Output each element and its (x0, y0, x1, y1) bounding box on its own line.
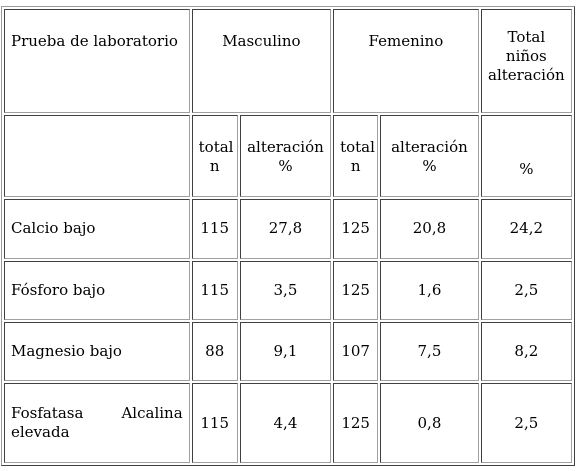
cell-test: Fósforo bajo (4, 260, 190, 320)
subheader-male-pct: alteración % (239, 115, 332, 198)
cell-male-pct: 4,4 (239, 383, 332, 463)
cell-male-n: 88 (191, 321, 238, 382)
cell-total-pct: 24,2 (480, 199, 572, 259)
cell-male-n: 115 (191, 199, 238, 259)
cell-male-pct: 3,5 (239, 260, 332, 320)
header-male-label: Masculino (222, 32, 301, 50)
subheader-female-n-line1: total (340, 138, 375, 157)
cell-female-pct: 0,8 (380, 383, 479, 463)
subheader-female-n-line2: n (350, 157, 361, 176)
cell-female-pct: 1,6 (380, 260, 479, 320)
cell-test-line1: Fosfatasa Alcalina (11, 404, 183, 423)
header-total-line3: alteración (488, 66, 565, 84)
table-row: Magnesio bajo 88 9,1 107 7,5 8,2 (4, 321, 572, 382)
cell-male-pct: 27,8 (239, 199, 332, 259)
header-test: Prueba de laboratorio (4, 9, 190, 114)
header-female-label: Femenino (368, 32, 444, 50)
cell-female-pct: 20,8 (380, 199, 479, 259)
header-test-label: Prueba de laboratorio (11, 32, 178, 50)
cell-female-n: 107 (333, 321, 379, 382)
cell-female-n: 125 (333, 383, 379, 463)
header-total: Total niños alteración (480, 9, 572, 114)
cell-male-pct: 9,1 (239, 321, 332, 382)
cell-female-n: 125 (333, 260, 379, 320)
cell-male-n: 115 (191, 383, 238, 463)
cell-test: Calcio bajo (4, 199, 190, 259)
cell-total-pct: 2,5 (480, 383, 572, 463)
subheader-total-pct: % (480, 115, 572, 198)
subheader-female-pct: alteración % (380, 115, 479, 198)
cell-female-pct: 7,5 (380, 321, 479, 382)
lab-results-table: Prueba de laboratorio Masculino Femenino… (1, 6, 575, 466)
subheader-male-n-line2: n (209, 157, 220, 176)
table-row: Fosfatasa Alcalina elevada 115 4,4 125 0… (4, 383, 572, 463)
cell-test: Fosfatasa Alcalina elevada (4, 383, 190, 463)
subheader-male-n-line1: total (198, 138, 234, 157)
subheader-row: total n alteración % total n alteración … (4, 115, 572, 198)
subheader-total-pct-label: % (519, 160, 534, 179)
subheader-female-pct-line2: % (422, 157, 437, 176)
cell-test: Magnesio bajo (4, 321, 190, 382)
cell-test-line2: elevada (11, 423, 70, 442)
cell-total-pct: 8,2 (480, 321, 572, 382)
header-male: Masculino (191, 9, 332, 114)
subheader-male-pct-line2: % (278, 157, 293, 176)
cell-total-pct: 2,5 (480, 260, 572, 320)
subheader-female-n: total n (333, 115, 379, 198)
subheader-male-n: total n (191, 115, 238, 198)
header-total-line2: niños (505, 47, 547, 65)
header-female: Femenino (333, 9, 479, 114)
header-total-line1: Total (507, 28, 546, 46)
subheader-male-pct-line1: alteración (247, 138, 324, 157)
cell-female-n: 125 (333, 199, 379, 259)
subheader-empty (4, 115, 190, 198)
table-row: Fósforo bajo 115 3,5 125 1,6 2,5 (4, 260, 572, 320)
cell-test-word1: Fosfatasa (11, 404, 84, 423)
table-row: Calcio bajo 115 27,8 125 20,8 24,2 (4, 199, 572, 259)
subheader-female-pct-line1: alteración (391, 138, 468, 157)
header-row: Prueba de laboratorio Masculino Femenino… (4, 9, 572, 114)
cell-male-n: 115 (191, 260, 238, 320)
cell-test-word2: Alcalina (121, 404, 183, 423)
